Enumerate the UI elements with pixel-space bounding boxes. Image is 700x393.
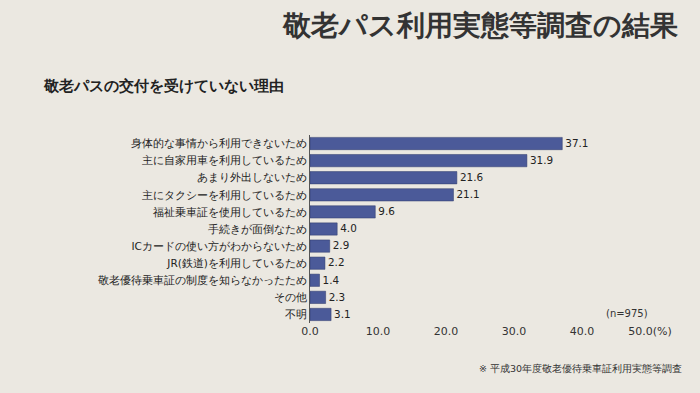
svg-text:ICカードの使い方がわからないため: ICカードの使い方がわからないため	[131, 240, 306, 252]
svg-text:主に自家用車を利用しているため: 主に自家用車を利用しているため	[142, 154, 307, 166]
svg-text:不明: 不明	[285, 308, 307, 320]
svg-text:30.0: 30.0	[502, 325, 527, 338]
svg-text:JR(鉄道)を利用しているため: JR(鉄道)を利用しているため	[166, 257, 307, 269]
svg-text:2.3: 2.3	[329, 291, 346, 303]
svg-text:敬老パスの交付を受けていない理由: 敬老パスの交付を受けていない理由	[43, 77, 284, 95]
svg-text:2.9: 2.9	[333, 239, 350, 251]
svg-text:2.2: 2.2	[328, 256, 345, 268]
svg-text:3.1: 3.1	[334, 308, 351, 320]
svg-text:21.6: 21.6	[460, 171, 483, 183]
svg-text:敬老パス利用実態等調査の結果: 敬老パス利用実態等調査の結果	[282, 9, 678, 42]
svg-text:福祉乗車証を使用しているため: 福祉乗車証を使用しているため	[153, 206, 307, 218]
svg-text:主にタクシーを利用しているため: 主にタクシーを利用しているため	[142, 188, 307, 200]
svg-text:身体的な事情から利用できないため: 身体的な事情から利用できないため	[131, 137, 307, 149]
svg-text:4.0: 4.0	[340, 222, 357, 234]
svg-text:あまり外出しないため: あまり外出しないため	[197, 171, 307, 183]
svg-text:0.0: 0.0	[301, 325, 319, 338]
svg-text:※ 平成30年度敬老優待乗車証利用実態等調査: ※ 平成30年度敬老優待乗車証利用実態等調査	[479, 363, 682, 374]
svg-text:40.0: 40.0	[570, 325, 595, 338]
svg-text:31.9: 31.9	[530, 154, 553, 166]
svg-text:9.6: 9.6	[378, 205, 395, 217]
svg-text:21.1: 21.1	[457, 188, 480, 200]
svg-text:1.4: 1.4	[323, 274, 340, 286]
svg-text:50.0(%): 50.0(%)	[628, 325, 672, 338]
svg-text:37.1: 37.1	[565, 137, 588, 149]
svg-text:10.0: 10.0	[366, 325, 391, 338]
svg-text:(n=975): (n=975)	[606, 308, 648, 319]
svg-text:20.0: 20.0	[434, 325, 459, 338]
svg-text:その他: その他	[274, 291, 307, 303]
svg-text:手続きが面倒なため: 手続きが面倒なため	[208, 223, 307, 235]
svg-text:敬老優待乗車証の制度を知らなかったため: 敬老優待乗車証の制度を知らなかったため	[98, 274, 307, 286]
